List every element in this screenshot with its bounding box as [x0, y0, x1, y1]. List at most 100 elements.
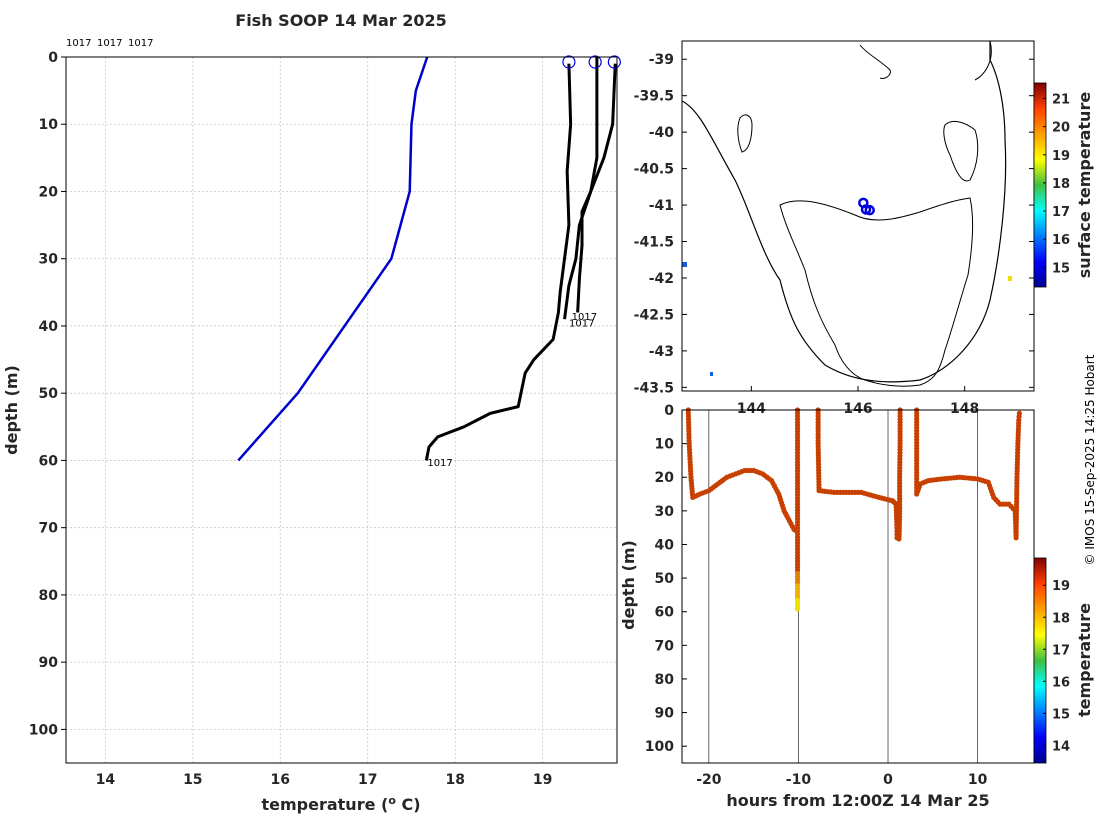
colorbar-tick-label: 19: [1052, 579, 1070, 594]
top-label: 1017: [128, 38, 153, 49]
time-colorbar: [1033, 557, 1047, 764]
profile-ticks: 14 15 16 17 18 19 0 10 20 30 40 50 60 70 80 90 100: [29, 50, 553, 788]
top-label: 1017: [97, 38, 122, 49]
profile-ytick-label: 60: [39, 453, 59, 469]
map-xtick-label: 146: [843, 401, 872, 417]
map-ticks: -39 -39.5 -40 -40.5 -41 -41.5 -42 -42.5 -43 -43.5…: [634, 52, 1034, 417]
colorbar-tick-label: 15: [1052, 261, 1070, 276]
profile-ytick-label: 30: [39, 252, 59, 268]
colorbar-tick-label: 15: [1052, 707, 1070, 722]
profile-xtick-label: 19: [533, 772, 552, 788]
map-ytick-label: -42: [649, 271, 674, 287]
profile-xtick-label: 14: [96, 772, 116, 788]
profile-ylabel: depth (m): [2, 365, 21, 455]
colorbar-tick-label: 16: [1052, 675, 1070, 690]
profile-ytick-label: 10: [39, 117, 59, 133]
profile-line-1017-b: [563, 57, 599, 320]
time-ytick-label: 60: [655, 605, 675, 621]
profile-end-label: 1017: [427, 458, 452, 469]
time-ytick-label: 20: [655, 470, 675, 486]
temperature-dot: [896, 536, 902, 542]
profile-ytick-label: 80: [39, 588, 59, 604]
profile-line-climatology: [237, 56, 429, 462]
time-ytick-label: 10: [655, 437, 675, 453]
king-island: [737, 114, 753, 153]
colorbar-tick-label: 17: [1052, 205, 1070, 220]
profile-xtick-label: 16: [271, 772, 290, 788]
temperature-dot: [794, 606, 801, 612]
surface-marker: [607, 55, 621, 69]
figure-title: Fish SOOP 14 Mar 2025: [235, 11, 446, 30]
profile-grid: [66, 56, 617, 763]
time-ytick-label: 90: [655, 706, 675, 722]
time-ylabel: depth (m): [619, 540, 638, 630]
colorbar-tick-label: 16: [1052, 233, 1070, 248]
islands-north: [859, 44, 891, 79]
profile-ytick-label: 70: [39, 521, 59, 537]
profile-end-label: 1017: [572, 312, 597, 323]
time-ytick-label: 40: [655, 537, 675, 553]
time-colorbar-label: temperature: [1075, 603, 1094, 717]
profile-ytick-label: 0: [48, 50, 58, 66]
map-ytick-label: -42.5: [634, 307, 674, 323]
profile-xtick-label: 18: [445, 772, 464, 788]
time-xtick-label: 0: [883, 772, 893, 788]
map-ytick-label: -43: [649, 344, 674, 360]
profile-ytick-label: 100: [29, 722, 58, 738]
time-ytick-label: 50: [655, 571, 675, 587]
time-grid: [708, 410, 978, 763]
map-xtick-label: 148: [950, 401, 979, 417]
sst-patch-west: [682, 262, 687, 267]
flinders-island: [943, 120, 979, 182]
map-panel: -39 -39.5 -40 -40.5 -41 -41.5 -42 -42.5 -43 -43.5…: [634, 40, 1094, 417]
surface-marker: [588, 55, 602, 69]
time-ytick-label: 80: [655, 672, 675, 688]
profile-line-1017-a: [424, 63, 573, 461]
colorbar-tick-label: 19: [1052, 149, 1070, 164]
time-xtick-label: -10: [786, 772, 812, 788]
surface-marker: [562, 55, 576, 69]
profile-ytick-label: 90: [39, 655, 59, 671]
station-marker: [864, 204, 875, 216]
map-ytick-label: -39: [649, 52, 674, 68]
profile-ytick-label: 50: [39, 386, 59, 402]
time-colorbar-ticks: 14 15 16 17 18 19: [1043, 579, 1070, 754]
colorbar-tick-label: 18: [1052, 177, 1070, 192]
map-stations: [858, 197, 875, 216]
sst-patch-east: [1008, 276, 1012, 281]
tasmania-coast: [779, 197, 974, 387]
profile-xlabel: temperature (o C): [261, 794, 420, 814]
map-colorbar-ticks: 15 16 17 18 19 20 21: [1043, 92, 1070, 276]
profile-end-label: 1017: [569, 319, 594, 330]
shelf-contour: [682, 41, 1007, 383]
time-ytick-label: 100: [645, 739, 674, 755]
map-ytick-label: -40: [649, 125, 675, 141]
map-xtick-label: 144: [737, 401, 766, 417]
coast-ne: [974, 41, 992, 81]
map-colorbar-label: surface temperature: [1075, 92, 1094, 279]
time-axes-box: [681, 409, 1035, 764]
time-ytick-label: 70: [655, 638, 675, 654]
credit-text: © IMOS 15-Sep-2025 14:25 Hobart: [1083, 354, 1097, 565]
time-xtick-label: 10: [968, 772, 988, 788]
map-ytick-label: -40.5: [634, 162, 674, 178]
map-ytick-label: -41.5: [634, 235, 674, 251]
profile-ytick-label: 40: [39, 319, 59, 335]
colorbar-tick-label: 14: [1052, 739, 1070, 754]
colorbar-tick-label: 18: [1052, 611, 1070, 626]
top-labels: 1017 1017 1017: [66, 38, 153, 49]
colorbar-tick-label: 21: [1052, 92, 1070, 107]
colorbar-tick-label: 17: [1052, 643, 1070, 658]
sst-patch-south: [710, 372, 713, 376]
map-ytick-label: -43.5: [634, 380, 674, 396]
profile-panel: Fish SOOP 14 Mar 2025 1017 1017 1017 10171…: [2, 11, 621, 814]
top-label: 1017: [66, 38, 91, 49]
map-ytick-label: -39.5: [634, 89, 674, 105]
time-ytick-label: 30: [655, 504, 675, 520]
map-colorbar: [1033, 82, 1047, 288]
profile-ytick-label: 20: [39, 184, 59, 200]
time-xtick-label: -20: [696, 772, 722, 788]
